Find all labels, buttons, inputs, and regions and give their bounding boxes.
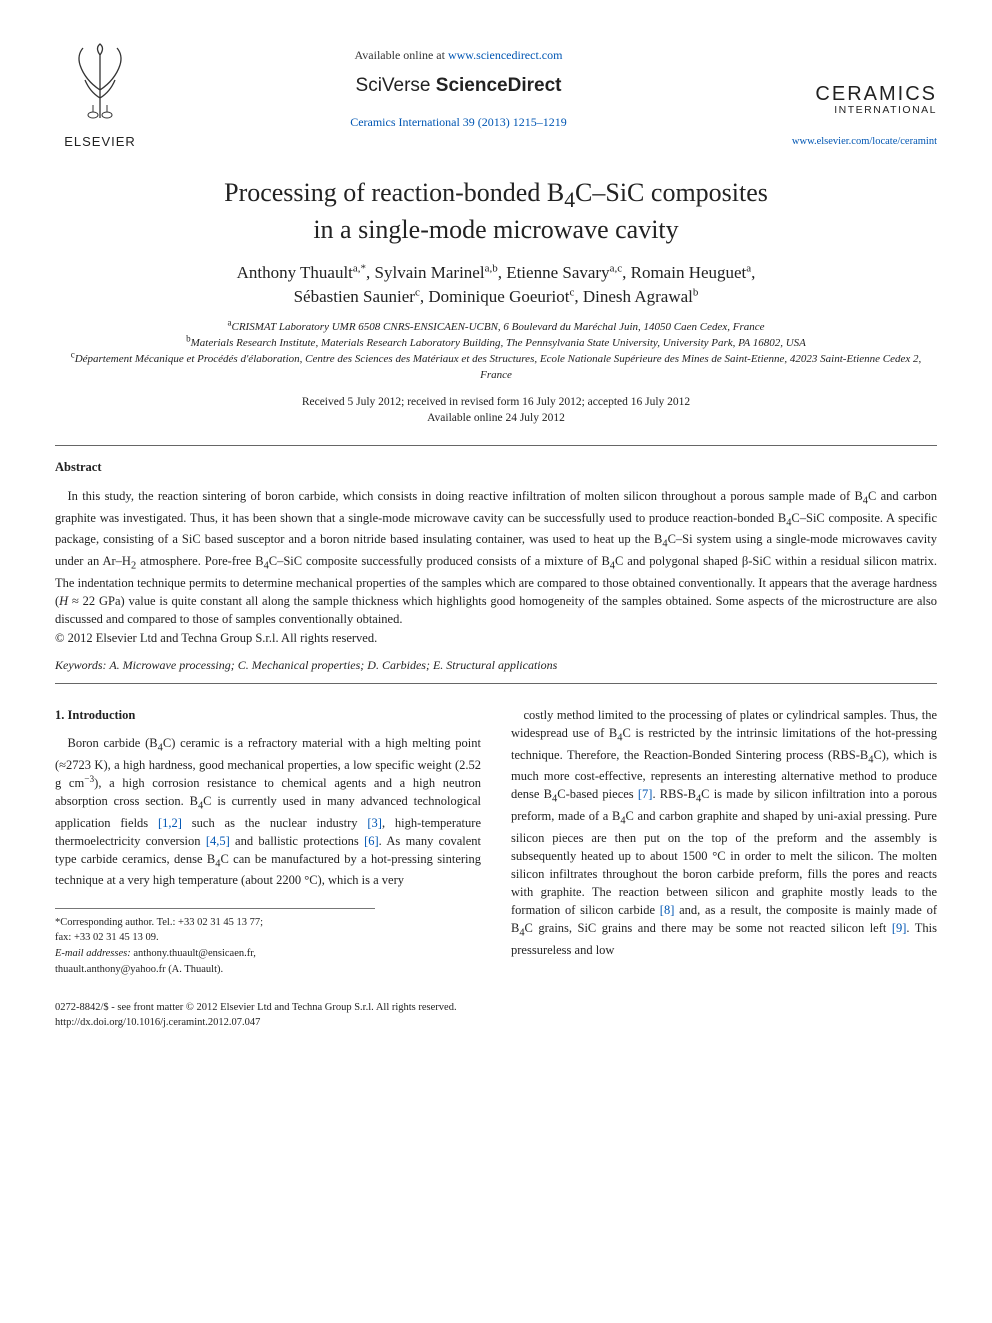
intro-para-2: costly method limited to the processing … — [511, 706, 937, 959]
corresponding-footnote: *Corresponding author. Tel.: +33 02 31 4… — [55, 908, 375, 978]
intro-columns: 1. Introduction Boron carbide (B4C) cera… — [55, 706, 937, 978]
author-6: Dominique Goeuriot — [428, 287, 569, 306]
author-1: Anthony Thuault — [237, 263, 353, 282]
authors-list: Anthony Thuaulta,*, Sylvain Marinela,b, … — [55, 261, 937, 310]
journal-reference[interactable]: Ceramics International 39 (2013) 1215–12… — [145, 115, 772, 130]
available-prefix: Available online at — [355, 48, 448, 62]
affiliation-b: Materials Research Institute, Materials … — [191, 337, 806, 349]
corr-tel: *Corresponding author. Tel.: +33 02 31 4… — [55, 917, 263, 928]
dates-line2: Available online 24 July 2012 — [427, 412, 565, 424]
sciverse-brand: SciVerse ScienceDirect — [145, 75, 772, 97]
header-center: Available online at www.sciencedirect.co… — [145, 40, 772, 130]
sciverse-prefix: SciVerse — [356, 75, 436, 96]
journal-logo: CERAMICS INTERNATIONAL www.elsevier.com/… — [772, 40, 937, 147]
title-line2: in a single-mode microwave cavity — [313, 215, 678, 244]
rule-bottom — [55, 683, 937, 684]
email-2: thuault.anthony@yahoo.fr (A. Thuault). — [55, 962, 375, 978]
page-footer: 0272-8842/$ - see front matter © 2012 El… — [55, 1000, 937, 1032]
affiliation-c: Département Mécanique et Procédés d'élab… — [75, 353, 922, 381]
title-sub: 4 — [564, 188, 575, 212]
sciencedirect-link[interactable]: www.sciencedirect.com — [448, 48, 563, 62]
keywords: Keywords: A. Microwave processing; C. Me… — [55, 658, 937, 673]
intro-heading: 1. Introduction — [55, 706, 481, 724]
available-online: Available online at www.sciencedirect.co… — [145, 48, 772, 63]
affiliation-a: CRISMAT Laboratory UMR 6508 CNRS-ENSICAE… — [231, 321, 764, 333]
keywords-label: Keywords: — [55, 658, 107, 672]
elsevier-label: ELSEVIER — [55, 134, 145, 149]
journal-subname: INTERNATIONAL — [772, 104, 937, 116]
corr-fax: fax: +33 02 31 45 13 09. — [55, 930, 375, 946]
author-5: Sébastien Saunier — [294, 287, 415, 306]
doi-line[interactable]: http://dx.doi.org/10.1016/j.ceramint.201… — [55, 1015, 937, 1031]
journal-url-link[interactable]: www.elsevier.com/locate/ceramint — [792, 136, 937, 147]
copyright: © 2012 Elsevier Ltd and Techna Group S.r… — [55, 631, 937, 646]
affiliations: aCRISMAT Laboratory UMR 6508 CNRS-ENSICA… — [55, 320, 937, 384]
keywords-text: A. Microwave processing; C. Mechanical p… — [107, 658, 558, 672]
title-part1: Processing of reaction-bonded B — [224, 178, 564, 207]
sciverse-main: ScienceDirect — [436, 75, 562, 96]
abstract-label: Abstract — [55, 460, 937, 475]
author-4: Romain Heuguet — [631, 263, 747, 282]
elsevier-tree-icon — [65, 40, 135, 125]
dates-line1: Received 5 July 2012; received in revise… — [302, 396, 690, 408]
author-7: Dinesh Agrawal — [583, 287, 693, 306]
journal-name: CERAMICS — [772, 85, 937, 104]
abstract-body: In this study, the reaction sintering of… — [55, 487, 937, 628]
page-header: ELSEVIER Available online at www.science… — [55, 40, 937, 149]
article-dates: Received 5 July 2012; received in revise… — [55, 394, 937, 427]
article-title: Processing of reaction-bonded B4C–SiC co… — [55, 177, 937, 247]
author-2: Sylvain Marinel — [375, 263, 485, 282]
issn-line: 0272-8842/$ - see front matter © 2012 El… — [55, 1000, 937, 1016]
intro-para-1: Boron carbide (B4C) ceramic is a refract… — [55, 734, 481, 889]
email-1: anthony.thuault@ensicaen.fr, — [131, 948, 256, 959]
elsevier-logo: ELSEVIER — [55, 40, 145, 149]
title-part2: C–SiC composites — [575, 178, 768, 207]
email-label: E-mail addresses: — [55, 948, 131, 959]
rule-top — [55, 445, 937, 446]
author-3: Etienne Savary — [506, 263, 609, 282]
